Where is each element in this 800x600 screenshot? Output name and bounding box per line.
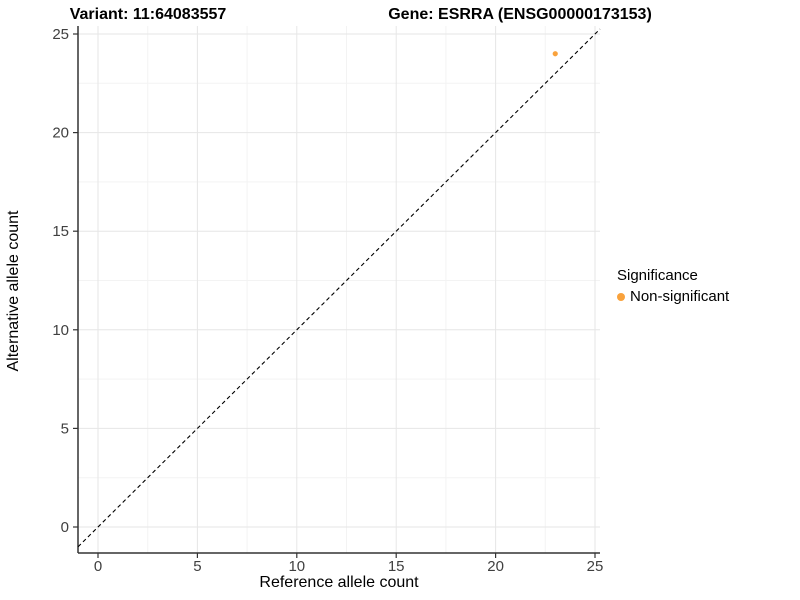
legend-title: Significance [617, 267, 698, 284]
data-point [552, 51, 558, 57]
y-tick-label: 10 [52, 322, 69, 339]
legend: Significance Non-significant [617, 267, 729, 305]
x-tick-label: 20 [487, 558, 504, 575]
x-tick-label: 5 [193, 558, 201, 575]
gene-title: Gene: ESRRA (ENSG00000173153) [388, 6, 652, 23]
y-tick-label: 20 [52, 125, 69, 142]
x-tick-label: 10 [288, 558, 305, 575]
legend-item: Non-significant [617, 288, 729, 305]
x-tick-label: 15 [388, 558, 405, 575]
y-axis-title: Alternative allele count [5, 210, 22, 372]
legend-point-icon [617, 292, 625, 301]
y-tick-label: 15 [52, 223, 69, 240]
legend-item-label: Non-significant [630, 288, 730, 305]
y-tick-label: 0 [61, 519, 69, 536]
x-tick-label: 0 [94, 558, 102, 575]
y-tick-label: 5 [61, 420, 69, 437]
x-axis-title: Reference allele count [259, 574, 419, 591]
identity-line [77, 28, 601, 548]
x-tick-label: 25 [587, 558, 604, 575]
variant-title: Variant: 11:64083557 [69, 6, 227, 23]
y-tick-label: 25 [52, 26, 69, 43]
